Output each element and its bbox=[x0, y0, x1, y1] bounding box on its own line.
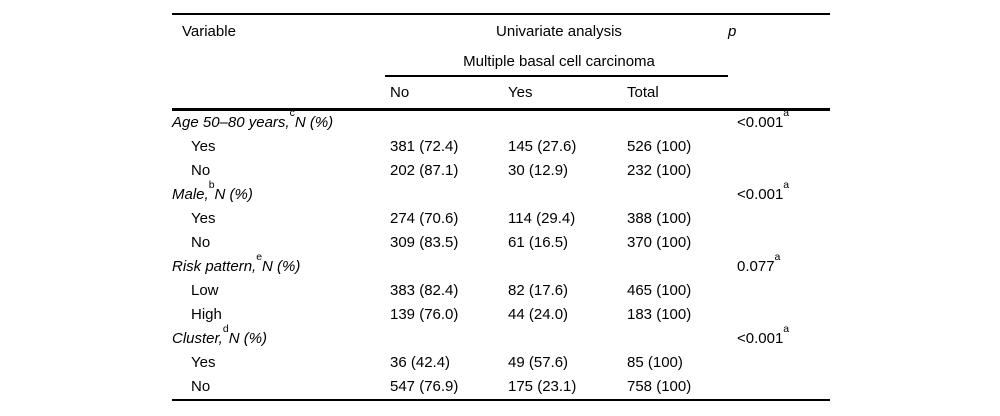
cell-no: 274 (70.6) bbox=[390, 210, 459, 227]
p-value-superscript: a bbox=[783, 179, 790, 191]
section-row-male: Male,bN (%) <0.001a bbox=[172, 180, 830, 207]
section-label-text: Male, bbox=[172, 186, 209, 203]
cell-total: 183 (100) bbox=[627, 306, 692, 323]
table-body: Age 50–80 years,cN (%) <0.001a Yes 381 (… bbox=[172, 108, 830, 399]
col-header-multiple-bcc: Multiple basal cell carcinoma bbox=[463, 52, 655, 70]
section-label-suffix: N (%) bbox=[214, 186, 253, 203]
cell-total: 758 (100) bbox=[627, 378, 692, 395]
section-label-superscript: b bbox=[208, 179, 215, 191]
table-row: Low 383 (82.4) 82 (17.6) 465 (100) bbox=[172, 279, 830, 303]
cell-no: 309 (83.5) bbox=[390, 234, 459, 251]
row-label: Yes bbox=[191, 354, 216, 371]
cell-yes: 114 (29.4) bbox=[508, 210, 576, 227]
cell-total: 370 (100) bbox=[627, 234, 692, 251]
row-label: High bbox=[191, 306, 222, 323]
section-label-suffix: N (%) bbox=[294, 114, 334, 131]
p-value: <0.001a bbox=[728, 180, 830, 207]
cell-total: 85 (100) bbox=[627, 354, 683, 371]
table-row: Yes 274 (70.6) 114 (29.4) 388 (100) bbox=[172, 207, 830, 231]
cell-total: 465 (100) bbox=[627, 282, 692, 299]
table-row: High 139 (76.0) 44 (24.0) 183 (100) bbox=[172, 303, 830, 327]
section-row-age: Age 50–80 years,cN (%) <0.001a bbox=[172, 108, 830, 135]
table-row: No 202 (87.1) 30 (12.9) 232 (100) bbox=[172, 159, 830, 183]
cell-no: 383 (82.4) bbox=[390, 282, 459, 299]
section-row-cluster: Cluster,dN (%) <0.001a bbox=[172, 324, 830, 351]
table-row: Yes 36 (42.4) 49 (57.6) 85 (100) bbox=[172, 351, 830, 375]
col-header-no: No bbox=[390, 84, 410, 101]
row-label: Yes bbox=[191, 210, 216, 227]
header-row-top: Variable Univariate analysis p bbox=[172, 15, 830, 47]
cell-no: 381 (72.4) bbox=[390, 138, 459, 155]
cell-yes: 44 (24.0) bbox=[508, 306, 569, 323]
p-value: 0.077a bbox=[728, 252, 830, 279]
header-bottom-rule bbox=[172, 108, 830, 111]
section-label-suffix: N (%) bbox=[262, 258, 301, 275]
row-label: No bbox=[191, 234, 211, 251]
section-label: Cluster,dN (%) bbox=[172, 324, 390, 351]
col-header-yes: Yes bbox=[508, 84, 533, 101]
section-label-text: Cluster, bbox=[172, 330, 223, 347]
cell-no: 202 (87.1) bbox=[390, 162, 459, 179]
row-label: No bbox=[191, 162, 211, 179]
subgroup-spanner-rule bbox=[385, 75, 728, 77]
section-label: Risk pattern,eN (%) bbox=[172, 252, 390, 279]
p-value: <0.001a bbox=[728, 108, 830, 135]
cell-total: 388 (100) bbox=[627, 210, 692, 227]
section-label-superscript: d bbox=[222, 323, 229, 335]
col-header-p: p bbox=[728, 22, 737, 40]
table-row: No 309 (83.5) 61 (16.5) 370 (100) bbox=[172, 231, 830, 255]
cell-yes: 82 (17.6) bbox=[508, 282, 569, 299]
cell-yes: 30 (12.9) bbox=[508, 162, 569, 179]
table-row: Yes 381 (72.4) 145 (27.6) 526 (100) bbox=[172, 135, 830, 159]
header-row-columns: No Yes Total bbox=[172, 77, 830, 108]
col-header-variable: Variable bbox=[182, 22, 236, 40]
row-label: No bbox=[191, 378, 211, 395]
section-label-text: Age 50–80 years, bbox=[172, 114, 290, 131]
p-value-text: <0.001 bbox=[737, 330, 784, 347]
section-label-superscript: e bbox=[256, 251, 263, 263]
col-header-univariate-analysis: Univariate analysis bbox=[496, 22, 622, 40]
cell-no: 547 (76.9) bbox=[390, 378, 459, 395]
p-value-text: <0.001 bbox=[737, 186, 784, 203]
section-label: Age 50–80 years,cN (%) bbox=[172, 108, 390, 135]
row-label: Low bbox=[191, 282, 219, 299]
cell-no: 36 (42.4) bbox=[390, 354, 451, 371]
section-label-suffix: N (%) bbox=[228, 330, 268, 347]
cell-no: 139 (76.0) bbox=[390, 306, 459, 323]
cell-total: 232 (100) bbox=[627, 162, 692, 179]
cell-yes: 145 (27.6) bbox=[508, 138, 577, 155]
cell-total: 526 (100) bbox=[627, 138, 692, 155]
cell-yes: 175 (23.1) bbox=[508, 378, 577, 395]
p-value-superscript: a bbox=[783, 323, 790, 335]
row-label: Yes bbox=[191, 138, 216, 155]
p-value-text: <0.001 bbox=[737, 114, 784, 131]
cell-yes: 49 (57.6) bbox=[508, 354, 569, 371]
cell-yes: 61 (16.5) bbox=[508, 234, 569, 251]
table-top-rule bbox=[172, 13, 830, 15]
col-header-total: Total bbox=[627, 84, 659, 101]
section-label-text: Risk pattern, bbox=[172, 258, 257, 275]
p-value: <0.001a bbox=[728, 324, 830, 351]
p-value-text: 0.077 bbox=[737, 258, 775, 275]
table-row: No 547 (76.9) 175 (23.1) 758 (100) bbox=[172, 375, 830, 399]
univariate-analysis-table: Variable Univariate analysis p Multiple … bbox=[172, 13, 830, 401]
section-label-superscript: c bbox=[289, 107, 295, 119]
header-row-spanner: Multiple basal cell carcinoma bbox=[172, 47, 830, 75]
p-value-superscript: a bbox=[783, 107, 790, 119]
table-bottom-rule bbox=[172, 399, 830, 401]
section-row-risk-pattern: Risk pattern,eN (%) 0.077a bbox=[172, 252, 830, 279]
section-label: Male,bN (%) bbox=[172, 180, 390, 207]
p-value-superscript: a bbox=[774, 251, 781, 263]
